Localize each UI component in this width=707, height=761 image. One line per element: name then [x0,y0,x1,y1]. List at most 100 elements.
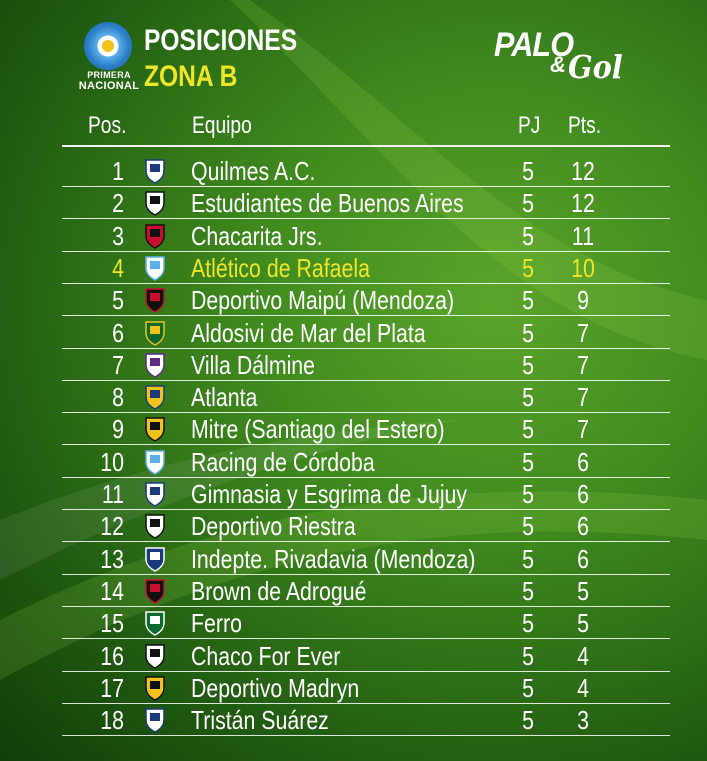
team-name-cell: Estudiantes de Buenos Aires [191,188,464,219]
team-name-cell: Gimnasia y Esgrima de Jujuy [191,479,468,509]
palo-y-gol-logo: PALO & Gol [494,26,644,86]
played-cell: 5 [522,382,534,413]
position-cell: 2 [112,188,124,219]
played-cell: 5 [522,156,534,186]
row-divider [62,638,670,640]
column-header-pts: Pts. [568,112,602,139]
chacarita-crest-icon [145,223,165,249]
team-name-cell: Mitre (Santiago del Estero) [191,414,445,445]
table-row: 1 Quilmes A.C. 5 12 [0,155,707,187]
page-title: POSICIONES [144,24,298,57]
brand-gol: Gol [568,48,623,86]
team-name-cell: Chacarita Jrs. [191,220,323,251]
team-name-cell: Tristán Suárez [191,705,329,736]
row-divider [62,444,670,446]
header-divider [62,145,670,147]
ferro-crest-icon [145,611,165,637]
atlanta-crest-icon [145,385,165,410]
table-row: 9 Mitre (Santiago del Estero) 5 7 [0,413,707,446]
maipu-crest-icon [145,288,165,314]
played-cell: 5 [522,640,534,671]
table-row: 18 Tristán Suárez 5 3 [0,704,707,737]
played-cell: 5 [522,511,534,542]
position-cell: 14 [100,575,124,606]
row-divider [62,670,670,672]
team-name-cell: Atlanta [191,382,258,413]
row-divider [62,186,670,187]
table-row: 16 Chaco For Ever 5 4 [0,640,707,672]
primera-nacional-logo: PRIMERA NACIONAL [74,22,144,94]
table-row: 12 Deportivo Riestra 5 6 [0,510,707,543]
points-cell: 4 [577,640,589,671]
points-cell: 6 [577,543,589,574]
points-cell: 5 [577,575,589,606]
row-divider [62,509,670,510]
riestra-crest-icon [145,514,165,540]
position-cell: 11 [101,479,124,509]
played-cell: 5 [522,414,534,445]
position-cell: 9 [112,414,124,445]
table-row: 6 Aldosivi de Mar del Plata 5 7 [0,317,707,349]
row-divider [62,315,670,317]
row-divider [62,218,670,220]
played-cell: 5 [522,285,534,316]
position-cell: 13 [100,543,124,574]
position-cell: 15 [100,608,124,639]
row-divider [62,702,670,704]
team-name-cell: Atlético de Rafaela [191,252,370,283]
brand-palo: PALO [494,26,574,64]
played-cell: 5 [522,446,534,477]
team-name-cell: Deportivo Madryn [191,672,360,703]
points-cell: 6 [577,446,589,477]
team-name-cell: Brown de Adrogué [191,575,367,606]
team-name-cell: Aldosivi de Mar del Plata [191,317,426,348]
position-cell: 10 [100,446,124,477]
table-row: 13 Indepte. Rivadavia (Mendoza) 5 6 [0,543,707,575]
position-cell: 1 [112,156,124,186]
points-cell: 9 [577,285,589,316]
sun-icon [102,40,114,52]
played-cell: 5 [522,705,534,736]
table-row: 14 Brown de Adrogué 5 5 [0,575,707,607]
column-header-team: Equipo [192,112,252,139]
points-cell: 10 [571,252,595,283]
points-cell: 3 [577,705,589,736]
points-cell: 5 [577,608,589,639]
position-cell: 17 [100,672,124,703]
table-row: 7 Villa Dálmine 5 7 [0,349,707,381]
chaco-crest-icon [145,643,165,669]
played-cell: 5 [522,252,534,283]
played-cell: 5 [522,575,534,606]
table-row: 2 Estudiantes de Buenos Aires 5 12 [0,187,707,220]
column-header-pj: PJ [518,112,541,139]
row-divider [62,735,670,737]
points-cell: 11 [571,220,595,251]
row-divider [62,541,670,543]
column-header-pos: Pos. [88,112,127,139]
position-cell: 6 [112,317,124,348]
rafaela-crest-icon [145,256,165,281]
position-cell: 7 [112,349,124,380]
position-cell: 8 [112,382,124,413]
villa-dalmine-crest-icon [145,353,165,378]
played-cell: 5 [522,543,534,574]
brand-ampersand: & [550,52,566,77]
position-cell: 12 [100,511,124,542]
points-cell: 12 [571,188,595,219]
position-cell: 18 [100,705,124,736]
points-cell: 7 [577,349,589,380]
league-name-line1: PRIMERA [87,70,131,80]
played-cell: 5 [522,188,534,219]
row-divider [62,605,670,607]
team-name-cell: Deportivo Riestra [191,511,356,542]
position-cell: 4 [112,252,124,283]
estudiantes-crest-icon [145,191,165,217]
played-cell: 5 [522,349,534,380]
played-cell: 5 [522,220,534,251]
row-divider [62,573,670,575]
team-name-cell: Deportivo Maipú (Mendoza) [191,285,455,316]
tristan-suarez-crest-icon [145,708,165,733]
team-name-cell: Indepte. Rivadavia (Mendoza) [191,543,476,574]
brown-crest-icon [145,579,165,604]
table-row: 15 Ferro 5 5 [0,607,707,640]
